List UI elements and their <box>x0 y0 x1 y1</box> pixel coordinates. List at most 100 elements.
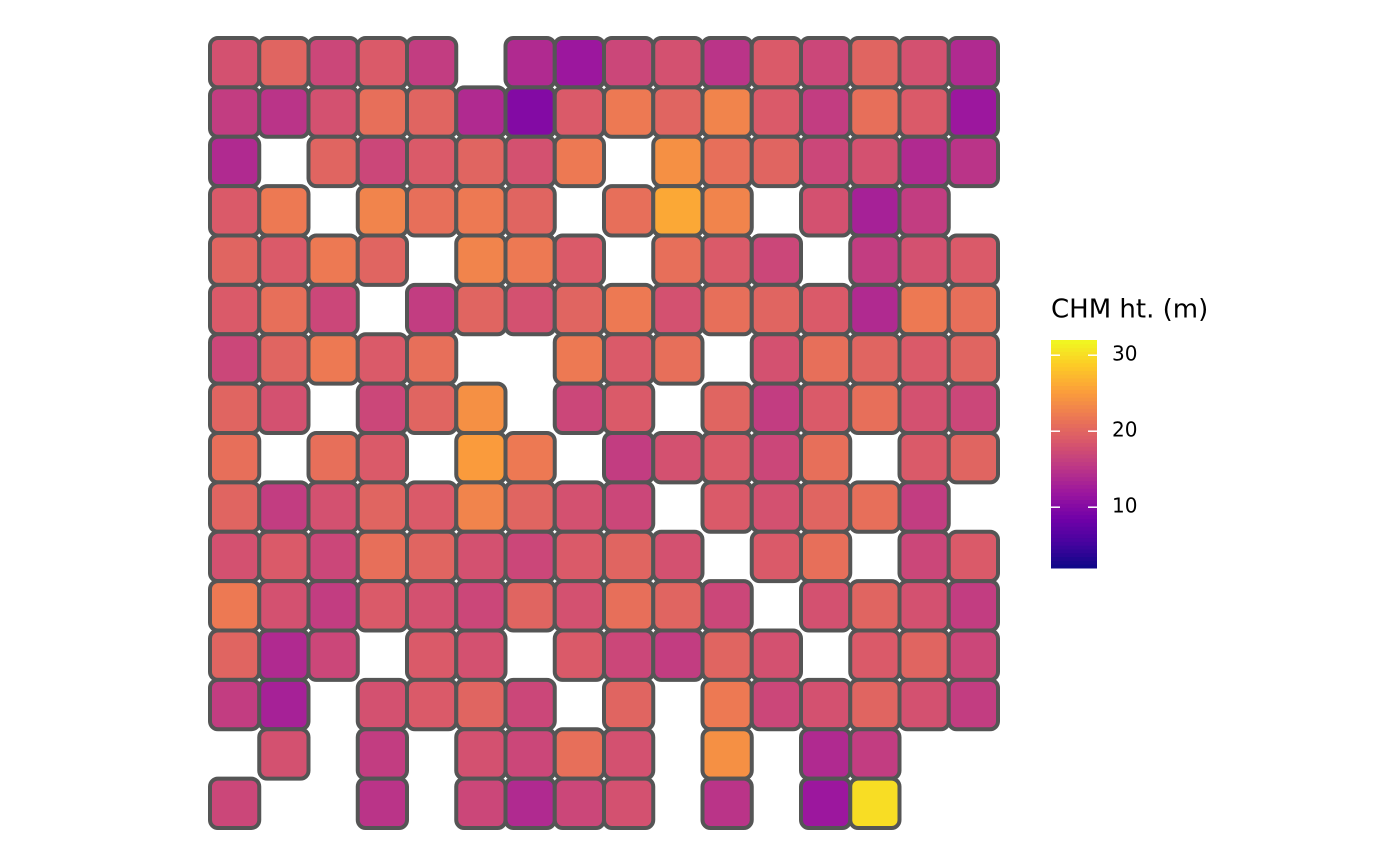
crown-cell <box>405 677 459 732</box>
colorbar-segment <box>1051 381 1097 387</box>
crown-cell <box>946 579 1000 633</box>
colorbar-segment <box>1051 473 1097 478</box>
crown-cell <box>355 431 409 485</box>
crown-cell <box>503 134 557 189</box>
crown-cell <box>306 480 360 534</box>
crown-cell <box>897 134 951 189</box>
crown-cell <box>602 529 656 584</box>
crown-cell <box>848 36 902 90</box>
crown-cell <box>355 776 409 830</box>
crown-cell <box>208 184 262 238</box>
crown-cell <box>848 85 902 139</box>
crown-cell <box>799 381 853 435</box>
crown-cell <box>897 85 951 139</box>
colorbar: 10 20 30 <box>1051 340 1137 569</box>
colorbar-segment <box>1051 533 1097 539</box>
crown-cell <box>552 480 606 534</box>
crown-cell <box>651 282 705 337</box>
raster <box>208 36 1000 830</box>
crown-cell <box>454 776 508 830</box>
crown-cell <box>848 233 902 287</box>
crown-cell <box>651 233 705 287</box>
crown-cell <box>749 233 803 287</box>
crown-cell <box>651 184 705 238</box>
crown-cell <box>503 184 557 238</box>
crown-cell <box>355 332 409 386</box>
crown-cell <box>405 529 459 584</box>
crown-cell <box>799 85 853 139</box>
crown-cell <box>355 579 409 633</box>
colorbar-tick-label: 10 <box>1112 494 1137 518</box>
crown-cell <box>602 36 656 90</box>
crown-cell <box>454 233 508 287</box>
crown-cell <box>602 431 656 485</box>
crown-cell <box>257 677 311 732</box>
crown-cell <box>454 628 508 682</box>
colorbar-segment <box>1051 518 1097 523</box>
colorbar-segment <box>1051 435 1097 440</box>
crown-cell <box>306 332 360 386</box>
crown-cell <box>799 529 853 584</box>
crown-cell <box>799 776 853 830</box>
legend-title: CHM ht. (m) <box>1051 295 1208 325</box>
colorbar-tick-label: 30 <box>1112 342 1137 366</box>
crown-cell <box>552 233 606 287</box>
crown-cell <box>749 381 803 435</box>
crown-cell <box>700 36 754 90</box>
crown-cell <box>799 134 853 189</box>
crown-cell <box>454 184 508 238</box>
crown-cell <box>503 480 557 534</box>
crown-cell <box>848 332 902 386</box>
crown-cell <box>848 579 902 633</box>
crown-cell <box>749 134 803 189</box>
crown-cell <box>503 776 557 830</box>
crown-cell <box>405 134 459 189</box>
crown-cell <box>749 628 803 682</box>
colorbar-segment <box>1051 503 1097 508</box>
crown-cell <box>799 480 853 534</box>
crown-cell <box>700 134 754 189</box>
colorbar-segment <box>1051 416 1097 421</box>
colorbar-segment <box>1051 480 1097 485</box>
crown-cell <box>749 677 803 732</box>
crown-cell <box>700 628 754 682</box>
colorbar-segment <box>1051 560 1097 565</box>
crown-cell <box>799 332 853 386</box>
crown-cell <box>306 529 360 584</box>
crown-cell <box>897 431 951 485</box>
crown-cell <box>848 727 902 781</box>
colorbar-segment <box>1051 545 1097 550</box>
crown-cell <box>454 381 508 435</box>
colorbar-segment <box>1051 351 1097 356</box>
crown-cell <box>257 628 311 682</box>
crown-cell <box>897 184 951 238</box>
crown-cell <box>552 381 606 435</box>
crown-cell <box>700 579 754 633</box>
colorbar-segment <box>1051 362 1097 368</box>
crown-cell <box>799 184 853 238</box>
colorbar-segment <box>1051 522 1097 527</box>
colorbar-segment <box>1051 366 1097 371</box>
crown-cell <box>602 480 656 534</box>
crown-cell <box>700 776 754 830</box>
crown-cell <box>405 480 459 534</box>
crown-cell <box>700 431 754 485</box>
crown-cell <box>552 282 606 337</box>
crown-cell <box>257 332 311 386</box>
crown-cell <box>355 529 409 584</box>
colorbar-segment <box>1051 442 1097 447</box>
crown-cell <box>355 184 409 238</box>
colorbar-segment <box>1051 450 1097 455</box>
crown-cell <box>208 776 262 830</box>
crown-cell <box>848 677 902 732</box>
colorbar-segment <box>1051 484 1097 489</box>
crown-cell <box>602 776 656 830</box>
crown-cell <box>208 85 262 139</box>
crown-cell <box>946 332 1000 386</box>
crown-cell <box>897 529 951 584</box>
crown-cell <box>897 579 951 633</box>
crown-cell <box>454 282 508 337</box>
colorbar-segment <box>1051 423 1097 428</box>
crown-cell <box>355 36 409 90</box>
crown-cell <box>405 628 459 682</box>
